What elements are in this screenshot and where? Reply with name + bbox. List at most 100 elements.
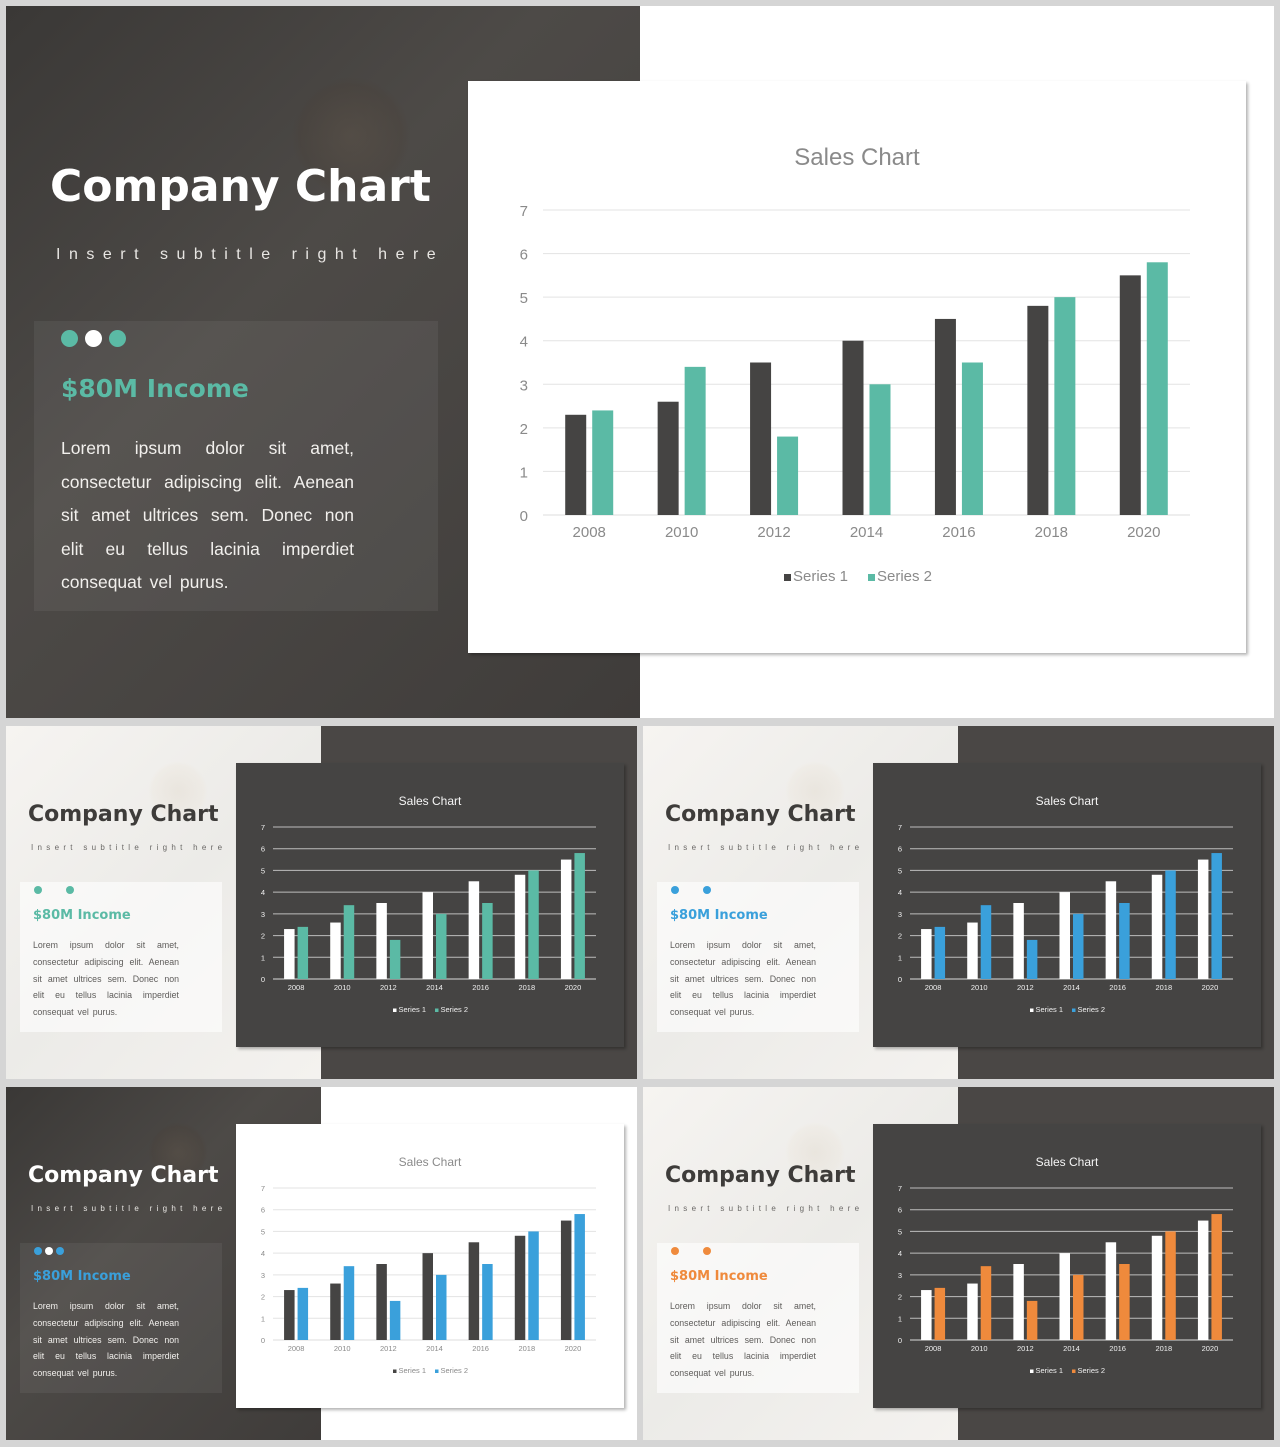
bar-series2-2012[interactable] [1026,1300,1038,1340]
dot-icon [109,330,126,347]
bar-series2-2014[interactable] [436,913,447,979]
bar-series1-2020[interactable] [560,1220,572,1340]
bar-series2-2020[interactable] [1146,262,1168,515]
bar-series1-2014[interactable] [1059,1253,1071,1340]
bar-series2-2010[interactable] [980,905,992,979]
bar-series2-2008[interactable] [297,926,309,979]
bar-series1-2018[interactable] [514,1235,526,1340]
bar-series2-2014[interactable] [1073,913,1084,979]
sales-chart[interactable]: Sales Chart 0 1 2 3 4 5 6 7 2008 2010 2012 2014 2016 2… [873,1124,1261,1408]
bar-series1-2016[interactable] [1105,1242,1117,1340]
body-paragraph: Lorem ipsum dolor sit amet, consectetur … [670,940,816,1018]
x-tick-label: 2008 [573,524,606,541]
bar-series1-2016[interactable] [468,881,480,979]
bar-series1-2008[interactable] [921,929,932,979]
bar-series1-2008[interactable] [284,1290,295,1340]
bar-series1-2020[interactable] [1197,859,1209,979]
bar-series1-2018[interactable] [1151,874,1163,979]
y-tick-label: 0 [261,1336,265,1345]
bar-series1-2014[interactable] [422,892,434,979]
bar-series2-2008[interactable] [934,1287,946,1340]
bar-series1-2010[interactable] [330,1283,341,1340]
bar-series1-2008[interactable] [921,1290,932,1340]
bar-series2-2008[interactable] [592,410,614,515]
bar-series1-2018[interactable] [1151,1235,1163,1340]
bar-series1-2016[interactable] [1105,881,1117,979]
x-tick-label: 2012 [380,983,397,992]
bar-series2-2016[interactable] [482,1264,493,1340]
bar-series1-2016[interactable] [934,318,956,515]
bar-series1-2014[interactable] [842,340,864,515]
bar-series1-2020[interactable] [560,859,572,979]
bar-series2-2020[interactable] [1211,853,1222,979]
bar-series1-2018[interactable] [514,874,526,979]
bar-series1-2010[interactable] [967,1283,978,1340]
bar-series1-2008[interactable] [284,929,295,979]
bar-series2-2018[interactable] [528,1231,539,1340]
bar-series2-2014[interactable] [1073,1274,1084,1340]
slide-teal-dark[interactable]: Company Chart Insert subtitle right here $… [6,726,637,1079]
bar-series1-2012[interactable] [376,903,387,979]
bar-series1-2020[interactable] [1197,1220,1209,1340]
slide-orange-dark[interactable]: Company Chart Insert subtitle right here $… [643,1087,1274,1440]
sales-chart[interactable]: Sales Chart 0 1 2 3 4 5 6 7 2008 2010 2012 2014 2016 2… [873,763,1261,1047]
x-tick-label: 2014 [1063,983,1080,992]
sales-chart[interactable]: Sales Chart 0 1 2 3 4 5 6 7 2008 2010 2012 2014 2016 2… [468,81,1246,653]
bar-series2-2008[interactable] [297,1287,309,1340]
y-tick-label: 6 [520,247,528,264]
bar-series2-2018[interactable] [528,870,539,979]
bar-series2-2020[interactable] [1211,1214,1222,1340]
x-tick-label: 2012 [1017,1344,1034,1353]
bar-series2-2014[interactable] [436,1274,447,1340]
slide-blue-dark[interactable]: Company Chart Insert subtitle right here $… [643,726,1274,1079]
bar-series2-2008[interactable] [934,926,946,979]
bar-series1-2018[interactable] [1027,305,1049,515]
bar-series2-2014[interactable] [869,384,891,515]
bar-series2-2018[interactable] [1165,870,1176,979]
bar-series1-2012[interactable] [750,362,772,516]
x-tick-label: 2014 [426,983,443,992]
bar-series2-2020[interactable] [574,1214,585,1340]
bar-series2-2018[interactable] [1054,297,1076,515]
bar-series1-2020[interactable] [1119,275,1141,515]
bar-series2-2010[interactable] [343,1266,355,1340]
bar-series2-2016[interactable] [482,903,493,979]
y-tick-label: 0 [520,508,528,525]
bar-series1-2016[interactable] [468,1242,480,1340]
bar-series2-2012[interactable] [389,939,401,979]
bar-series2-2016[interactable] [1119,903,1130,979]
bar-series2-2020[interactable] [574,853,585,979]
bar-series1-2014[interactable] [1059,892,1071,979]
legend-label-series2: Series 2 [441,1005,469,1014]
bar-series1-2012[interactable] [376,1264,387,1340]
slide-subtitle: Insert subtitle right here [31,843,227,852]
bar-series1-2012[interactable] [1013,1264,1024,1340]
bar-series2-2012[interactable] [777,436,799,515]
bar-series1-2010[interactable] [330,922,341,979]
x-tick-label: 2018 [518,983,535,992]
dot-icon [85,330,102,347]
bar-series2-2010[interactable] [343,905,355,979]
bar-series1-2008[interactable] [565,414,587,515]
info-card [34,321,438,611]
bar-series2-2016[interactable] [1119,1264,1130,1340]
y-tick-label: 4 [261,1249,265,1258]
dot-icon [687,886,695,894]
bar-series2-2012[interactable] [1026,939,1038,979]
bar-series2-2018[interactable] [1165,1231,1176,1340]
sales-chart[interactable]: Sales Chart 0 1 2 3 4 5 6 7 2008 2010 2012 2014 2016 2… [236,763,624,1047]
sales-chart[interactable]: Sales Chart 0 1 2 3 4 5 6 7 2008 2010 2012 2014 2016 2… [236,1124,624,1408]
bar-series2-2010[interactable] [684,366,706,515]
slide-blue-white[interactable]: Company Chart Insert subtitle right here $… [6,1087,637,1440]
bar-series1-2012[interactable] [1013,903,1024,979]
bar-series1-2014[interactable] [422,1253,434,1340]
x-tick-label: 2012 [1017,983,1034,992]
bar-series2-2016[interactable] [961,362,983,516]
slide-main[interactable]: Company Chart Insert subtitle right here $… [6,6,1274,718]
bar-series2-2010[interactable] [980,1266,992,1340]
y-tick-label: 7 [261,823,265,832]
bar-series1-2010[interactable] [657,401,679,515]
dot-icon [61,330,78,347]
bar-series1-2010[interactable] [967,922,978,979]
bar-series2-2012[interactable] [389,1300,401,1340]
